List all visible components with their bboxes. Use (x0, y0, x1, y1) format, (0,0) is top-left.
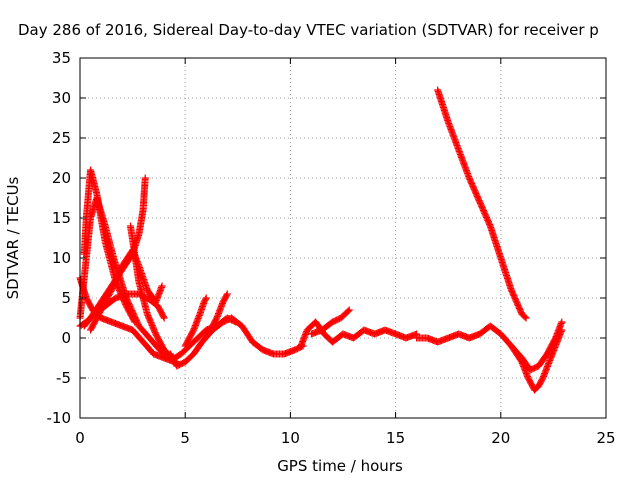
series-track (518, 318, 566, 374)
data-point (522, 314, 530, 322)
x-tick-label: 5 (180, 429, 190, 447)
x-tick-labels: 0 5 10 15 20 25 (75, 429, 615, 447)
data-point (159, 313, 167, 321)
series-track (126, 222, 177, 362)
data-point (558, 318, 566, 326)
x-tick-label: 20 (491, 429, 510, 447)
chart-title: Day 286 of 2016, Sidereal Day-to-day VTE… (18, 21, 599, 39)
series-track (80, 166, 139, 326)
data-point (230, 317, 238, 325)
data-point (223, 290, 231, 298)
y-tick-label: 35 (52, 49, 71, 67)
data-point (141, 174, 149, 182)
series-track (181, 294, 210, 350)
data-point (344, 307, 352, 315)
data-point (130, 317, 138, 325)
data-point (202, 295, 210, 303)
series-track (413, 322, 526, 362)
series-track (434, 86, 530, 322)
series-track (297, 318, 421, 350)
grid (80, 58, 606, 418)
y-tick-label: 0 (61, 329, 71, 347)
y-tick-label: 30 (52, 89, 71, 107)
x-tick-label: 25 (596, 429, 615, 447)
data-point (232, 318, 240, 326)
data-point (202, 294, 210, 302)
y-tick-label: 15 (52, 209, 71, 227)
y-tick-label: -10 (47, 409, 72, 427)
series-track (76, 194, 181, 366)
y-tick-label: 5 (61, 289, 71, 307)
y-axis-label: SDTVAR / TECUs (4, 176, 22, 299)
data-point (160, 314, 168, 322)
data-point (131, 318, 139, 326)
axis-ticks (79, 57, 607, 419)
y-tick-label: 25 (52, 129, 71, 147)
y-tick-label: -5 (56, 369, 71, 387)
y-tick-labels: -10 -5 0 5 10 15 20 25 30 35 (47, 49, 72, 427)
y-tick-label: 10 (52, 249, 71, 267)
x-tick-label: 0 (75, 429, 85, 447)
data-point (521, 313, 529, 321)
data-point (345, 306, 353, 314)
data-marks (76, 86, 566, 394)
x-tick-label: 15 (386, 429, 405, 447)
x-tick-label: 10 (281, 429, 300, 447)
x-axis-label: GPS time / hours (277, 457, 403, 475)
y-tick-label: 20 (52, 169, 71, 187)
data-point (223, 291, 231, 299)
plot-frame (79, 57, 607, 419)
data-point (158, 282, 166, 290)
series-track (206, 290, 231, 334)
series-track (307, 306, 353, 338)
